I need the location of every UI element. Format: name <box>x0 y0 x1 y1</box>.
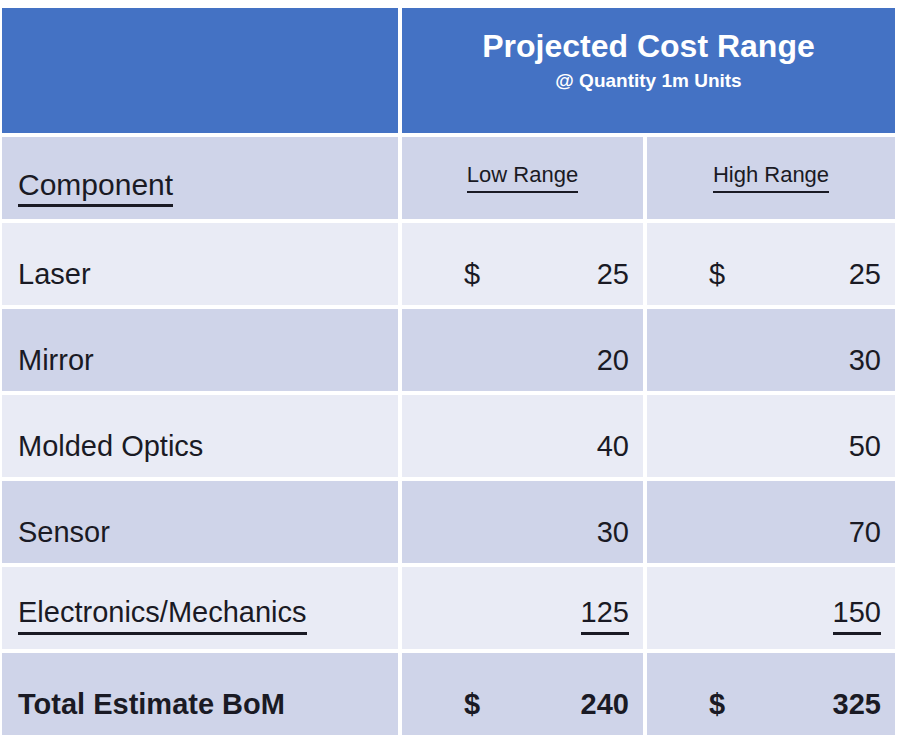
high-value: 50 <box>849 431 881 463</box>
table-row-laser-low: $ 25 <box>402 223 643 305</box>
table-row-sensor-high: 70 <box>647 481 895 563</box>
component-label: Total Estimate BoM <box>18 689 285 721</box>
component-label: Mirror <box>18 345 94 377</box>
table-row-molded-optics-high: 50 <box>647 395 895 477</box>
header-title-cell: Projected Cost Range @ Quantity 1m Units <box>402 8 895 133</box>
table-row-mirror-high: 30 <box>647 309 895 391</box>
currency-symbol: $ <box>464 259 480 291</box>
component-label: Laser <box>18 259 91 291</box>
high-value: 325 <box>833 689 881 721</box>
currency-symbol: $ <box>464 689 480 721</box>
table-row-mirror-component: Mirror <box>2 309 398 391</box>
table-row-total-component: Total Estimate BoM <box>2 653 398 735</box>
table-row-total-low: $ 240 <box>402 653 643 735</box>
table-row-electronics-mechanics-high: 150 <box>647 567 895 649</box>
column-header-low-range-label: Low Range <box>467 163 578 192</box>
currency-symbol: $ <box>709 259 725 291</box>
cost-table: Projected Cost Range @ Quantity 1m Units… <box>2 8 895 735</box>
slide-page: Projected Cost Range @ Quantity 1m Units… <box>0 0 897 750</box>
low-value: 30 <box>597 517 629 549</box>
table-row-electronics-mechanics-low: 125 <box>402 567 643 649</box>
table-row-total-high: $ 325 <box>647 653 895 735</box>
table-row-sensor-component: Sensor <box>2 481 398 563</box>
low-value: 125 <box>581 597 629 635</box>
low-value: 240 <box>581 689 629 721</box>
table-row-electronics-mechanics-component: Electronics/Mechanics <box>2 567 398 649</box>
component-label: Sensor <box>18 517 110 549</box>
column-header-low-range: Low Range <box>402 137 643 219</box>
table-subtitle: @ Quantity 1m Units <box>555 71 741 92</box>
low-value: 40 <box>597 431 629 463</box>
high-value: 25 <box>849 259 881 291</box>
table-row-laser-component: Laser <box>2 223 398 305</box>
table-row-mirror-low: 20 <box>402 309 643 391</box>
table-row-molded-optics-low: 40 <box>402 395 643 477</box>
table-row-sensor-low: 30 <box>402 481 643 563</box>
high-value: 30 <box>849 345 881 377</box>
column-header-high-range-label: High Range <box>713 163 829 192</box>
component-label: Molded Optics <box>18 431 203 463</box>
table-row-laser-high: $ 25 <box>647 223 895 305</box>
high-value: 150 <box>833 597 881 635</box>
table-title: Projected Cost Range <box>482 29 815 64</box>
column-header-component-label: Component <box>18 168 173 207</box>
currency-symbol: $ <box>709 689 725 721</box>
low-value: 20 <box>597 345 629 377</box>
column-header-high-range: High Range <box>647 137 895 219</box>
low-value: 25 <box>597 259 629 291</box>
high-value: 70 <box>849 517 881 549</box>
column-header-component: Component <box>2 137 398 219</box>
component-label: Electronics/Mechanics <box>18 597 307 635</box>
header-blank-cell <box>2 8 398 133</box>
table-row-molded-optics-component: Molded Optics <box>2 395 398 477</box>
